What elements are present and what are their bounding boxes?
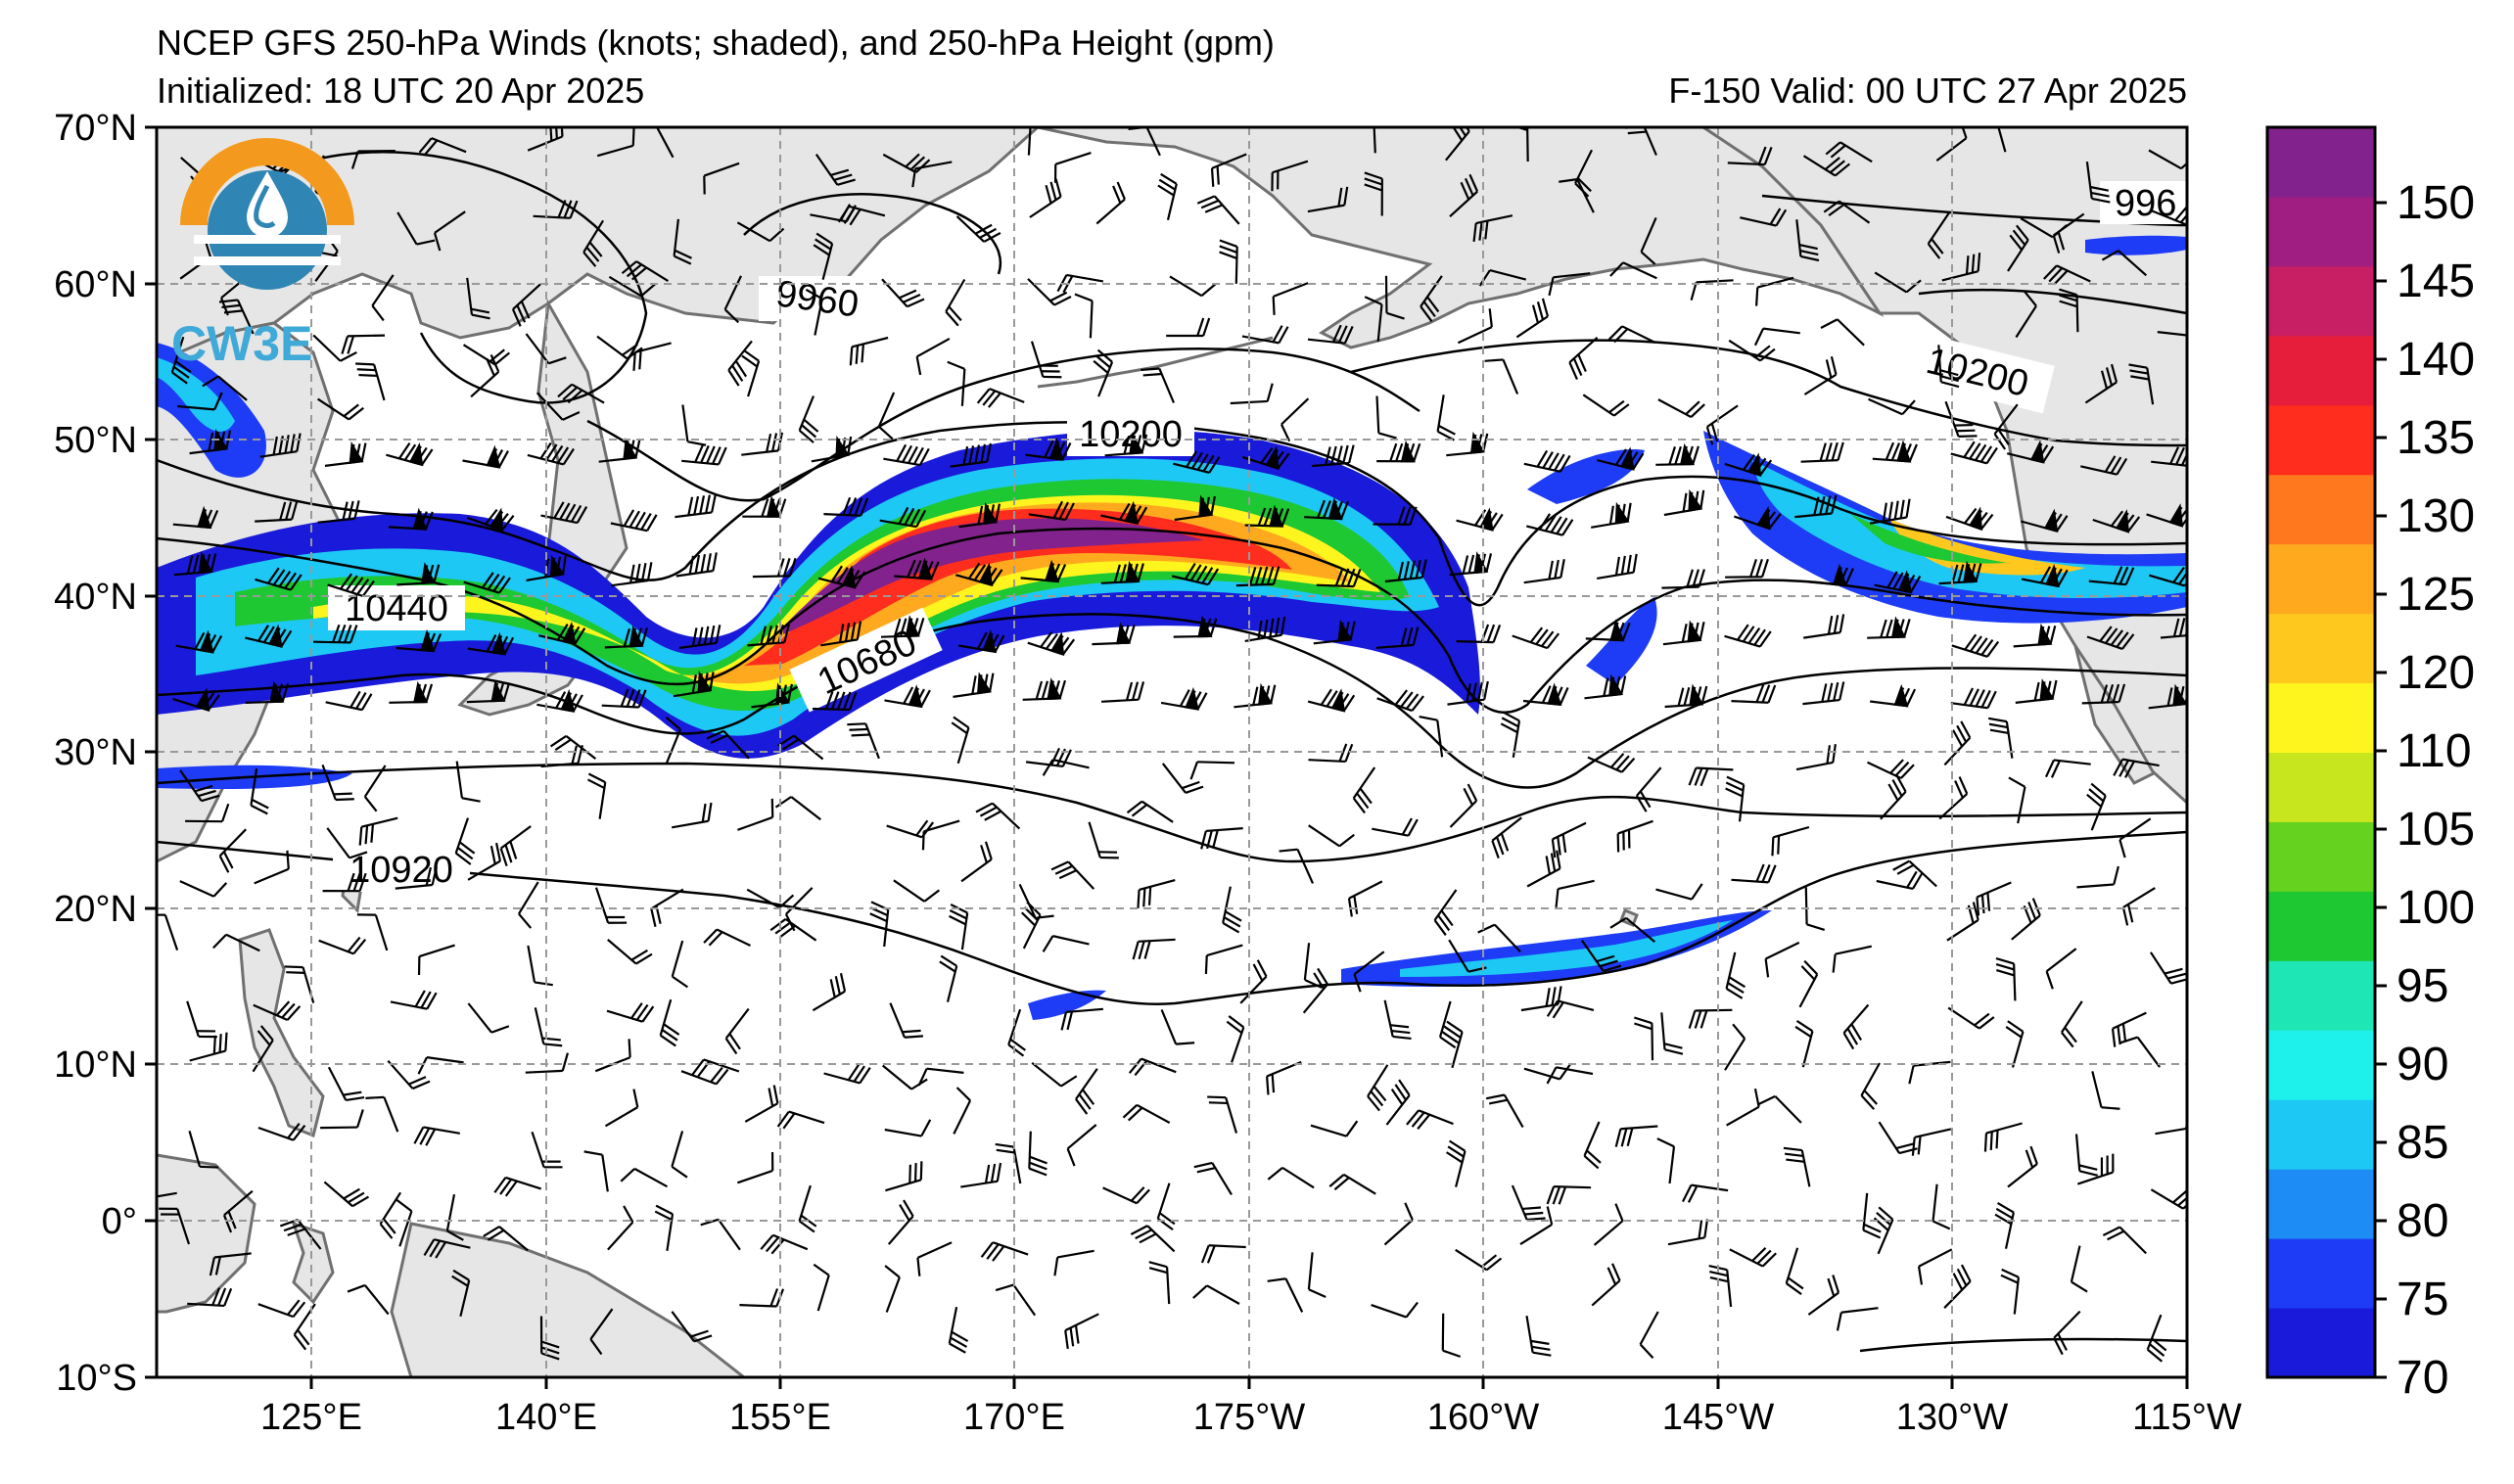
lat-label-0: 0° — [102, 1201, 137, 1242]
colorbar-segment — [2267, 405, 2375, 475]
lat-label-30n: 30°N — [54, 732, 137, 773]
lon-label-125e: 125°E — [260, 1397, 362, 1438]
colorbar-tick-label: 75 — [2397, 1274, 2448, 1325]
colorbar-segment — [2267, 266, 2375, 336]
logo-wave-2 — [194, 256, 341, 265]
colorbar-tick-label: 135 — [2397, 412, 2475, 464]
colorbar-tick-label: 150 — [2397, 177, 2475, 229]
lon-label-175w: 175°W — [1193, 1397, 1306, 1438]
colorbar-segment — [2267, 683, 2375, 753]
lon-label-115w: 115°W — [2132, 1397, 2242, 1438]
colorbar-segment — [2267, 1169, 2375, 1238]
lon-label-155e: 155°E — [729, 1397, 831, 1438]
lat-label-50n: 50°N — [54, 420, 137, 461]
colorbar-tick-label: 95 — [2397, 960, 2448, 1012]
colorbar-segment — [2267, 197, 2375, 266]
colorbar-tick-label: 110 — [2397, 725, 2472, 777]
lat-label-20n: 20°N — [54, 889, 137, 930]
colorbar-segment — [2267, 336, 2375, 405]
lon-label-140e: 140°E — [495, 1397, 597, 1438]
valid-time: F-150 Valid: 00 UTC 27 Apr 2025 — [1668, 70, 2187, 111]
colorbar-segment — [2267, 960, 2375, 1030]
colorbar-tick-label: 70 — [2397, 1352, 2448, 1404]
lat-label-70n: 70°N — [54, 108, 137, 149]
colorbar-segment — [2267, 127, 2375, 197]
colorbar-tick-label: 80 — [2397, 1195, 2448, 1247]
lat-label-40n: 40°N — [54, 577, 137, 618]
lon-label-130w: 130°W — [1896, 1397, 2009, 1438]
contour-label-10920: 10920 — [349, 850, 453, 891]
lat-label-60n: 60°N — [54, 264, 137, 305]
colorbar-segment — [2267, 614, 2375, 683]
colorbar-tick-label: 125 — [2397, 569, 2475, 621]
colorbar-segment — [2267, 1030, 2375, 1099]
logo-text: CW3E — [171, 316, 312, 371]
colorbar-segment — [2267, 1099, 2375, 1169]
colorbar-segment — [2267, 821, 2375, 891]
colorbar-tick-label: 105 — [2397, 804, 2475, 856]
colorbar-segment — [2267, 891, 2375, 960]
colorbar-tick-label: 130 — [2397, 490, 2475, 542]
colorbar-segment — [2267, 753, 2375, 822]
colorbar-tick-label: 90 — [2397, 1039, 2448, 1090]
lon-label-170e: 170°E — [963, 1397, 1065, 1438]
colorbar-tick-label: 140 — [2397, 334, 2475, 386]
colorbar-tick-label: 100 — [2397, 882, 2475, 934]
lon-label-160w: 160°W — [1427, 1397, 1540, 1438]
longitude-labels: 125°E 140°E 155°E 170°E 175°W 160°W 145°… — [260, 1397, 2242, 1438]
lat-label-10s: 10°S — [56, 1358, 137, 1399]
latitude-labels: 70°N 60°N 50°N 40°N 30°N 20°N 10°N 0° 10… — [54, 108, 137, 1399]
lon-label-145w: 145°W — [1662, 1397, 1775, 1438]
colorbar-tick-label: 85 — [2397, 1117, 2448, 1169]
initialized-time: Initialized: 18 UTC 20 Apr 2025 — [157, 70, 644, 111]
lat-label-10n: 10°N — [54, 1044, 137, 1086]
map-panel: 9960 10200 10200 10440 10680 10920 996 — [134, 110, 2204, 1377]
colorbar-tick-label: 145 — [2397, 255, 2475, 307]
colorbar-segment — [2267, 1238, 2375, 1308]
colorbar-segment — [2267, 544, 2375, 614]
colorbar-segment — [2267, 1308, 2375, 1377]
colorbar-tick-label: 120 — [2397, 647, 2475, 699]
map-title: NCEP GFS 250-hPa Winds (knots; shaded), … — [157, 23, 1275, 63]
colorbar-segment — [2267, 475, 2375, 544]
colorbar: 150 145 140 135 130 125 120 110 105 100 95 90 85 80 75… — [2267, 127, 2475, 1404]
